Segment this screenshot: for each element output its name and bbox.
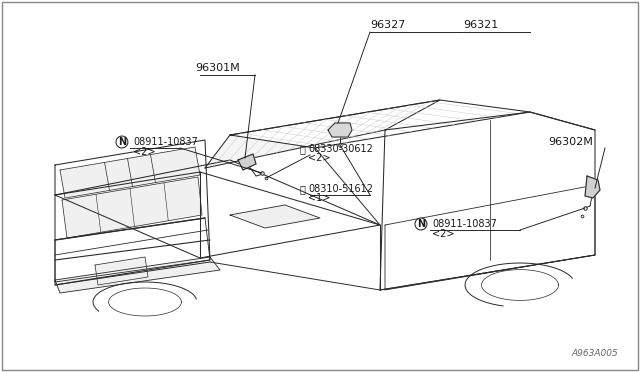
Polygon shape bbox=[230, 205, 320, 228]
Polygon shape bbox=[95, 257, 148, 285]
Text: <2>: <2> bbox=[133, 147, 156, 157]
Polygon shape bbox=[55, 218, 210, 282]
Text: 08911-10837: 08911-10837 bbox=[133, 137, 198, 147]
Text: <2>: <2> bbox=[308, 153, 330, 163]
Polygon shape bbox=[328, 123, 352, 137]
Text: Ⓝ: Ⓝ bbox=[299, 184, 305, 194]
Text: N: N bbox=[118, 137, 126, 147]
Polygon shape bbox=[55, 160, 380, 258]
Text: 96302M: 96302M bbox=[548, 137, 593, 147]
Polygon shape bbox=[230, 100, 530, 148]
Text: 08330-30612: 08330-30612 bbox=[308, 144, 373, 154]
Text: 08310-51612: 08310-51612 bbox=[308, 184, 373, 194]
Text: 96327: 96327 bbox=[370, 20, 405, 30]
Polygon shape bbox=[385, 185, 595, 290]
Text: 96301M: 96301M bbox=[195, 63, 240, 73]
Text: N: N bbox=[417, 219, 425, 229]
Polygon shape bbox=[585, 176, 600, 198]
Text: 96321: 96321 bbox=[463, 20, 499, 30]
Polygon shape bbox=[238, 154, 256, 170]
Text: A963A005: A963A005 bbox=[572, 349, 618, 358]
Polygon shape bbox=[60, 147, 200, 198]
Text: <2>: <2> bbox=[432, 229, 454, 239]
Text: <1>: <1> bbox=[308, 193, 330, 203]
Polygon shape bbox=[205, 100, 440, 168]
Polygon shape bbox=[55, 257, 220, 293]
Polygon shape bbox=[55, 140, 210, 285]
Text: 08911-10837: 08911-10837 bbox=[432, 219, 497, 229]
Polygon shape bbox=[380, 112, 595, 290]
Polygon shape bbox=[62, 177, 202, 238]
Text: Ⓝ: Ⓝ bbox=[299, 144, 305, 154]
